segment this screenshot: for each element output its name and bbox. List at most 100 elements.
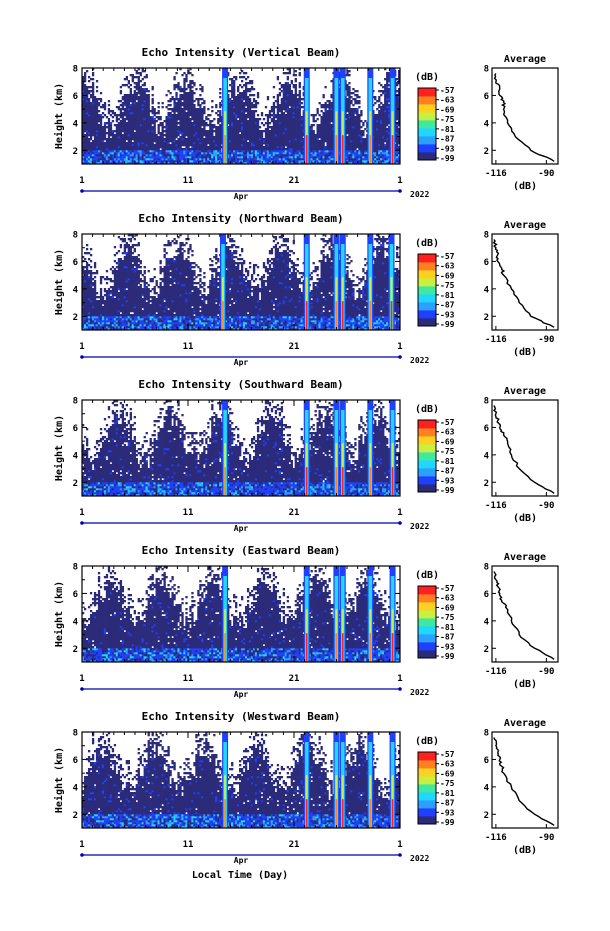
colorbar-swatch — [418, 152, 436, 160]
colorbar-tick-label: -87 — [440, 633, 455, 642]
colorbar-tick-label: -87 — [440, 301, 455, 310]
panel-title: Echo Intensity (Southward Beam) — [138, 378, 343, 391]
panel-title: Echo Intensity (Northward Beam) — [138, 212, 343, 225]
profile-x-tick-label: -116 — [485, 667, 507, 677]
colorbar-tick-label: -81 — [440, 457, 455, 466]
profile-x-tick-label: -90 — [538, 833, 554, 843]
y-tick-label: 4 — [73, 119, 79, 129]
y-axis-label: Height (km) — [53, 747, 65, 813]
precip-spike — [367, 400, 373, 496]
profile-y-tick-label: 8 — [484, 231, 489, 241]
profile-y-tick-label: 2 — [484, 811, 489, 821]
profile-y-tick-label: 2 — [484, 479, 489, 489]
precip-spike — [304, 566, 310, 662]
colorbar-tick-label: -75 — [440, 447, 455, 456]
x-tick-label: 21 — [289, 508, 300, 518]
y-tick-label: 6 — [73, 258, 78, 268]
month-axis-end — [398, 355, 402, 359]
precip-spike — [367, 234, 373, 330]
precip-spike — [222, 68, 228, 164]
colorbar-swatch — [418, 618, 436, 626]
colorbar: -57-63-69-75-81-87-93-99 — [418, 86, 455, 163]
x-tick-label: 11 — [183, 176, 194, 186]
precip-spike — [333, 732, 339, 828]
colorbar-tick-label: -57 — [440, 750, 455, 759]
colorbar-swatch — [418, 136, 436, 144]
y-tick-label: 8 — [73, 65, 78, 75]
y-tick-label: 6 — [73, 424, 78, 434]
colorbar-tick-label: -69 — [440, 769, 455, 778]
precip-spike — [304, 68, 310, 164]
colorbar-tick-label: -81 — [440, 291, 455, 300]
profile-y-tick-label: 4 — [484, 451, 490, 461]
y-tick-label: 4 — [73, 617, 79, 627]
colorbar-tick-label: -57 — [440, 86, 455, 95]
month-label: Apr — [234, 524, 249, 533]
precip-spike — [390, 566, 396, 662]
colorbar-swatch — [418, 460, 436, 468]
colorbar-swatch — [418, 800, 436, 808]
panel-title: Echo Intensity (Eastward Beam) — [142, 544, 341, 557]
profile-title: Average — [504, 718, 546, 729]
colorbar-swatch — [418, 144, 436, 152]
x-tick-label: 1 — [79, 342, 84, 352]
colorbar-swatch — [418, 428, 436, 436]
year-label: 2022 — [410, 190, 429, 199]
x-tick-label: 1 — [79, 508, 84, 518]
profile-title: Average — [504, 54, 546, 65]
panel-2: Echo Intensity (Northward Beam)Height (k… — [53, 212, 558, 367]
colorbar-tick-label: -57 — [440, 584, 455, 593]
panel-5: Echo Intensity (Westward Beam)Height (km… — [53, 710, 558, 865]
colorbar-tick-label: -69 — [440, 437, 455, 446]
profile-frame — [492, 68, 558, 164]
colorbar-tick-label: -57 — [440, 252, 455, 261]
precip-spike — [222, 566, 228, 662]
colorbar-swatch — [418, 792, 436, 800]
colorbar-swatch — [418, 642, 436, 650]
colorbar-swatch — [418, 610, 436, 618]
colorbar: -57-63-69-75-81-87-93-99 — [418, 750, 455, 827]
colorbar-tick-label: -69 — [440, 271, 455, 280]
profile-line — [494, 572, 554, 660]
year-label: 2022 — [410, 356, 429, 365]
colorbar-swatch — [418, 88, 436, 96]
profile-frame — [492, 732, 558, 828]
profile-title: Average — [504, 552, 546, 563]
x-tick-label: 1 — [397, 840, 402, 850]
colorbar-swatch — [418, 444, 436, 452]
profile-y-tick-label: 4 — [484, 783, 490, 793]
colorbar-swatch — [418, 254, 436, 262]
x-tick-label: 1 — [79, 176, 84, 186]
colorbar: -57-63-69-75-81-87-93-99 — [418, 584, 455, 661]
colorbar-tick-label: -81 — [440, 623, 455, 632]
y-tick-label: 2 — [73, 147, 78, 157]
x-tick-label: 11 — [183, 840, 194, 850]
month-axis-start — [80, 189, 84, 193]
colorbar-tick-label: -93 — [440, 144, 455, 153]
colorbar-swatch — [418, 760, 436, 768]
profile-x-tick-label: -116 — [485, 335, 507, 345]
colorbar-tick-label: -99 — [440, 320, 455, 329]
profile-y-tick-label: 2 — [484, 147, 489, 157]
profile-y-tick-label: 8 — [484, 729, 489, 739]
profile-y-tick-label: 8 — [484, 397, 489, 407]
colorbar-swatch — [418, 420, 436, 428]
colorbar-swatch — [418, 436, 436, 444]
colorbar-swatch — [418, 768, 436, 776]
profile-title: Average — [504, 220, 546, 231]
profile-y-tick-label: 2 — [484, 313, 489, 323]
precip-spike — [390, 400, 396, 496]
profile-y-tick-label: 4 — [484, 617, 490, 627]
colorbar-swatch — [418, 602, 436, 610]
month-axis-end — [398, 521, 402, 525]
profile-x-tick-label: -116 — [485, 501, 507, 511]
x-tick-label: 21 — [289, 342, 300, 352]
panel-3: Echo Intensity (Southward Beam)Height (k… — [53, 378, 558, 533]
colorbar-swatch — [418, 262, 436, 270]
x-tick-label: 11 — [183, 674, 194, 684]
profile-x-tick-label: -90 — [538, 501, 554, 511]
profile-title: Average — [504, 386, 546, 397]
